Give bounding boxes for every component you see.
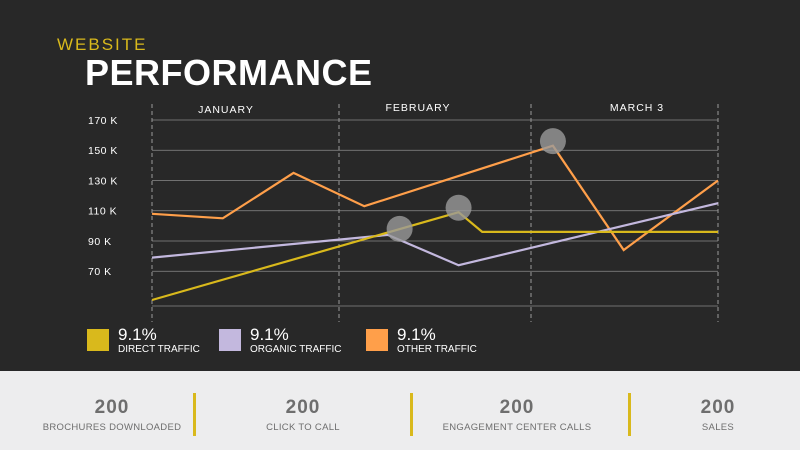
y-tick-label: 170 K xyxy=(88,115,118,127)
y-tick-label: 150 K xyxy=(88,145,118,157)
legend-label-direct: DIRECT TRAFFIC xyxy=(118,344,200,355)
legend-percent-other: 9.1% xyxy=(397,325,436,344)
stat-engagement-calls: 200 ENGAGEMENT CENTER CALLS xyxy=(417,371,617,433)
stat-value: 200 xyxy=(285,397,321,418)
series-line-direct xyxy=(151,210,718,302)
stat-brochures: 200 BROCHURES DOWNLOADED xyxy=(12,371,212,433)
highlight-marker xyxy=(445,194,472,221)
stat-label: ENGAGEMENT CENTER CALLS xyxy=(442,422,592,433)
y-tick-label: 90 K xyxy=(88,236,112,248)
legend-percent-direct: 9.1% xyxy=(118,325,157,344)
stat-value: 200 xyxy=(700,397,736,418)
highlight-marker xyxy=(539,128,566,155)
stat-label: SALES xyxy=(701,422,735,433)
legend-swatch-direct xyxy=(87,329,109,351)
month-label: JANUARY xyxy=(198,104,254,116)
page-kicker: WEBSITE xyxy=(57,35,148,54)
stat-click-to-call: 200 CLICK TO CALL xyxy=(203,371,403,433)
highlight-marker xyxy=(386,215,413,242)
month-label: FEBRUARY xyxy=(386,102,451,114)
traffic-line-chart: 170 K 150 K 130 K 110 K 90 K 70 K JANUARY FEBRU… xyxy=(88,102,719,322)
stats-footer: 200 BROCHURES DOWNLOADED 200 CLICK TO CA… xyxy=(0,371,800,450)
stat-label: CLICK TO CALL xyxy=(266,422,340,433)
series-line-organic xyxy=(151,202,719,267)
legend-label-other: OTHER TRAFFIC xyxy=(397,344,477,355)
stat-divider xyxy=(193,393,196,436)
series-line-other xyxy=(151,144,719,252)
legend-percent-organic: 9.1% xyxy=(250,325,289,344)
month-label: MARCH 3 xyxy=(610,102,664,114)
stat-divider xyxy=(628,393,631,436)
y-tick-label: 110 K xyxy=(88,206,117,218)
legend-swatch-organic xyxy=(219,329,241,351)
legend-swatch-other xyxy=(366,329,388,351)
stat-label: BROCHURES DOWNLOADED xyxy=(42,422,182,433)
stat-value: 200 xyxy=(499,397,535,418)
legend-label-organic: ORGANIC TRAFFIC xyxy=(250,344,342,355)
page-title: PERFORMANCE xyxy=(85,52,373,93)
stat-value: 200 xyxy=(94,397,130,418)
y-tick-label: 70 K xyxy=(88,266,112,278)
stat-divider xyxy=(410,393,413,436)
y-tick-label: 130 K xyxy=(88,175,118,187)
stat-sales: 200 SALES xyxy=(618,371,800,433)
